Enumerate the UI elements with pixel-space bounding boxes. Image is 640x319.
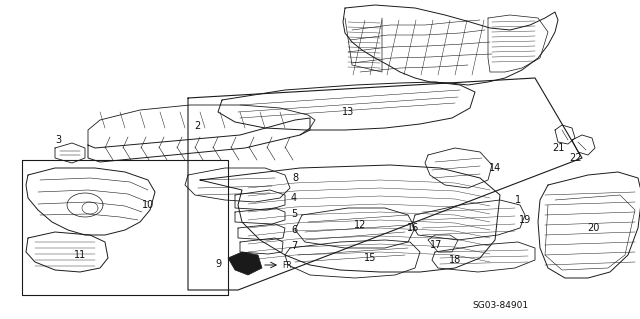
Text: 7: 7 bbox=[291, 241, 297, 251]
Text: 8: 8 bbox=[292, 173, 298, 183]
Text: 15: 15 bbox=[364, 253, 376, 263]
Text: 19: 19 bbox=[519, 215, 531, 225]
Text: 22: 22 bbox=[570, 153, 582, 163]
Text: 6: 6 bbox=[291, 225, 297, 235]
Text: SG03-84901: SG03-84901 bbox=[472, 300, 528, 309]
Text: 2: 2 bbox=[194, 121, 200, 131]
Text: 12: 12 bbox=[354, 220, 366, 230]
Text: 11: 11 bbox=[74, 250, 86, 260]
Text: 20: 20 bbox=[587, 223, 599, 233]
Text: FR.: FR. bbox=[282, 261, 294, 270]
Text: 14: 14 bbox=[489, 163, 501, 173]
Text: 3: 3 bbox=[55, 135, 61, 145]
Text: 1: 1 bbox=[515, 195, 521, 205]
Text: 10: 10 bbox=[142, 200, 154, 210]
Text: 4: 4 bbox=[291, 193, 297, 203]
Text: 18: 18 bbox=[449, 255, 461, 265]
Text: 16: 16 bbox=[407, 223, 419, 233]
Text: 5: 5 bbox=[291, 209, 297, 219]
Text: 21: 21 bbox=[552, 143, 564, 153]
Text: 9: 9 bbox=[215, 259, 221, 269]
Polygon shape bbox=[228, 252, 262, 275]
Text: 13: 13 bbox=[342, 107, 354, 117]
Text: 17: 17 bbox=[430, 240, 442, 250]
